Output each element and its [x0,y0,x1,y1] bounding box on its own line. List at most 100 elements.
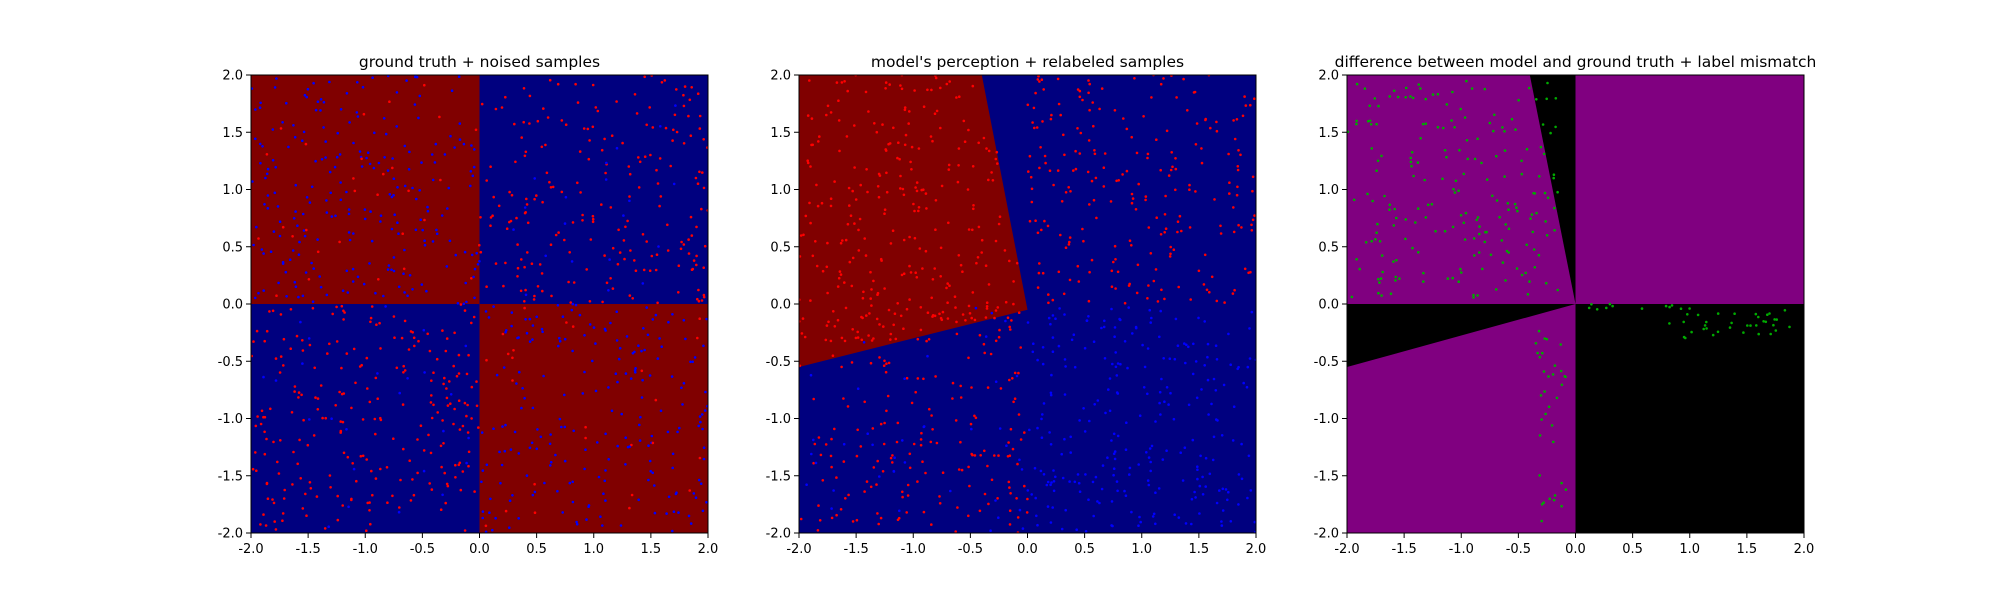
sample-point [908,264,911,268]
sample-point [889,332,893,336]
sample-point [1219,224,1222,228]
sample-point [1237,149,1240,152]
sample-point [977,141,980,145]
sample-point [1063,393,1067,396]
sample-point [816,529,820,532]
sample-point [1135,151,1139,155]
sample-point [1148,447,1152,450]
sample-point [1170,151,1173,154]
sample-point [255,329,259,333]
y-tick-label: 0.5 [222,240,243,255]
sample-point [1159,413,1162,416]
sample-point [302,130,306,134]
sample-point [469,170,473,173]
sample-point [1192,342,1195,346]
sample-point [665,512,668,515]
sample-point [893,312,897,316]
sample-point [526,251,529,254]
x-tick-label: 0.0 [1565,542,1586,557]
sample-point [472,315,476,319]
sample-point [1087,139,1091,142]
sample-point [920,431,923,435]
sample-point [289,308,293,311]
sample-point [659,195,663,198]
sample-point [617,228,620,232]
sample-point [697,424,700,428]
sample-point [1113,244,1117,248]
sample-point [922,105,926,108]
sample-point [930,296,933,300]
sample-point [1067,186,1070,189]
sample-point [610,409,614,413]
sample-point [535,447,539,451]
sample-point [1451,225,1455,229]
sample-point [603,137,606,141]
sample-point [961,313,965,316]
sample-point [445,337,449,340]
sample-point [1514,128,1517,131]
sample-point [806,159,809,162]
sample-point [461,470,465,473]
sample-point [896,421,900,425]
sample-point [903,108,907,112]
sample-point [607,386,610,389]
sample-point [1092,124,1095,128]
sample-point [1203,364,1206,367]
sample-point [1703,324,1707,327]
sample-point [684,337,687,341]
x-tick-label: -1.5 [1391,542,1416,557]
sample-point [1084,530,1088,533]
sample-point [901,439,904,442]
sample-point [481,516,485,520]
sample-point [269,407,272,411]
sample-point [703,244,707,248]
sample-point [1190,497,1194,501]
sample-point [1029,175,1033,179]
sample-point [1027,170,1030,173]
x-tick-label: -2.0 [786,542,811,557]
sample-point [872,337,875,340]
sample-point [815,264,819,268]
subplot-title: ground truth + noised samples [359,53,600,71]
sample-point [1182,77,1185,81]
sample-point [587,157,591,161]
sample-point [441,329,444,332]
sample-point [967,128,970,132]
sample-point [392,177,396,180]
sample-point [1538,175,1541,178]
sample-point [494,516,497,520]
sample-point [334,404,338,407]
sample-point [1240,442,1243,446]
sample-point [703,409,707,412]
sample-point [579,191,582,194]
sample-point [891,229,895,232]
sample-point [656,182,660,185]
sample-point [996,497,999,500]
sample-point [1042,473,1046,476]
sample-point [1163,213,1167,216]
sample-point [1076,264,1080,268]
sample-point [600,203,603,206]
sample-point [1431,93,1435,96]
sample-point [1067,243,1071,246]
sample-points [480,302,708,533]
sample-point [1046,480,1050,484]
sample-point [316,250,320,254]
sample-point [1111,362,1114,366]
sample-point [363,217,367,221]
sample-point [1246,496,1249,500]
sample-point [1003,249,1007,252]
sample-point [1560,383,1564,387]
sample-point [985,301,989,305]
sample-point [881,470,885,473]
sample-point [541,200,544,204]
sample-point [1195,122,1199,125]
sample-point [1041,120,1044,123]
sample-point [900,87,904,91]
sample-point [391,157,394,160]
sample-point [582,127,586,130]
sample-point [560,425,563,429]
sample-point [1116,434,1120,438]
sample-point [417,116,420,120]
sample-point [1091,101,1094,104]
